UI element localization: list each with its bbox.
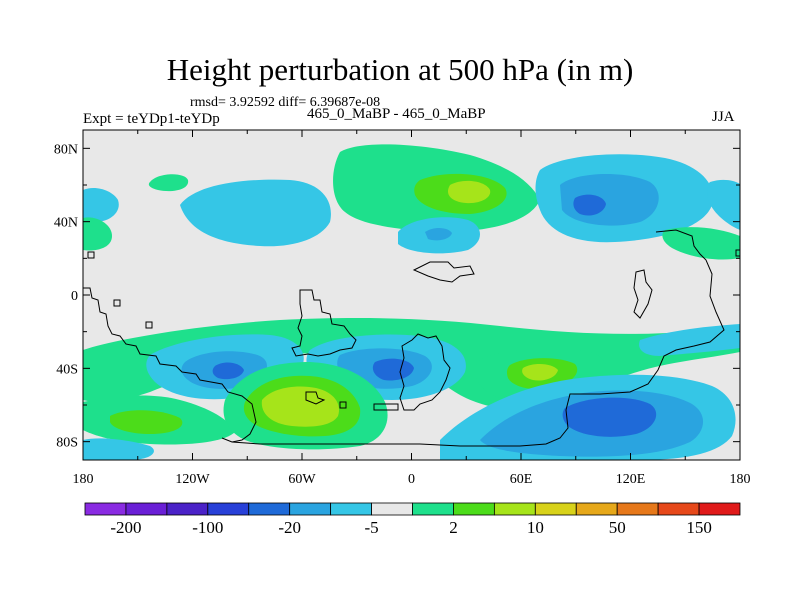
land-outline-island-7 (735, 249, 740, 257)
plot-title: Height perturbation at 500 hPa (in m) (166, 52, 634, 87)
land-outline-island-5 (373, 403, 399, 411)
contour-nw-green (148, 174, 189, 192)
colorbar-swatch (371, 502, 413, 516)
colorbar-swatch (207, 502, 250, 516)
colorbar-label: 2 (449, 518, 458, 537)
colorbar-swatch (453, 502, 495, 516)
lat-tick-label: 80N (54, 142, 78, 157)
colorbar-swatch (698, 502, 741, 516)
land-outline-island-1 (145, 321, 153, 329)
contour-sw-edge-light (83, 438, 154, 460)
lon-tick-label: 120W (175, 472, 210, 487)
contour-s-right-blue-edge (639, 324, 740, 356)
land-outline-island-3 (339, 401, 347, 409)
contour-far-west-blue (83, 188, 119, 222)
colorbar-label: 50 (609, 518, 626, 537)
experiment-label: Expt = teYDp1-teYDp (83, 111, 220, 127)
lon-tick-label: 180 (73, 472, 94, 487)
lat-tick-label: 40S (56, 362, 78, 377)
contour-s-green-left-inner (110, 410, 183, 434)
land-outline-island-2 (113, 299, 121, 307)
axis-ticks (82, 130, 741, 460)
land-outline-island-6 (87, 251, 95, 259)
land-outline-east (221, 229, 725, 447)
colorbar-label: -200 (110, 518, 141, 537)
lon-tick-label: 60E (510, 472, 533, 487)
land-outline-americas (291, 289, 357, 357)
colorbar-label: 150 (686, 518, 712, 537)
colorbar-swatch (84, 502, 127, 516)
contour-north-yellow (447, 180, 491, 204)
lat-tick-label: 0 (71, 289, 78, 304)
contour-se-blue-core (562, 397, 657, 437)
colorbar-swatch (412, 502, 454, 516)
contour-ne-blue-core (573, 194, 606, 216)
land-outline-pacific-east (633, 269, 653, 319)
colorbar-swatch (248, 502, 291, 516)
contour-sw-blue-core (212, 362, 244, 380)
colorbar-label: -20 (278, 518, 301, 537)
land-outline-eurasia (412, 261, 475, 283)
contour-far-west-green (83, 217, 112, 251)
colorbar-label: -100 (192, 518, 223, 537)
lon-tick-label: 60W (288, 472, 316, 487)
colorbar-swatch (534, 502, 577, 516)
stats-line: rmsd= 3.92592 diff= 6.39687e-08 (190, 95, 381, 110)
land-outline-west (83, 287, 257, 443)
lat-tick-label: 40N (54, 216, 78, 231)
contour-ne-edge-blue (707, 179, 740, 230)
colorbar-swatch (330, 502, 372, 516)
colorbar-swatch (575, 502, 618, 516)
longitude-labels: 180 120W 60W 0 60E 120E 180 (73, 472, 751, 487)
lon-tick-label: 0 (408, 472, 415, 487)
lon-tick-label: 120E (616, 472, 646, 487)
colorbar-swatch (289, 502, 332, 516)
run-label: 465_0_MaBP - 465_0_MaBP (307, 106, 486, 122)
colorbar-labels: -200 -100 -20 -5 2 10 50 150 (110, 518, 711, 537)
colorbar-swatch (657, 502, 700, 516)
contour-ne-green-tail (662, 227, 740, 260)
colorbar-swatch (166, 502, 209, 516)
colorbar-swatch (616, 502, 659, 516)
colorbar-label: 10 (527, 518, 544, 537)
latitude-labels: 80N 40N 0 40S 80S (54, 142, 78, 450)
contour-s-yellow-right (522, 364, 558, 381)
colorbar-swatch (493, 502, 536, 516)
contour-mid-blue-core (372, 358, 414, 381)
land-outlines (83, 229, 740, 447)
lat-tick-label: 80S (56, 436, 78, 451)
land-outline-africa (399, 333, 451, 411)
contour-center-blue-inner (425, 227, 452, 241)
land-outline-island-4 (305, 391, 326, 405)
lon-tick-label: 180 (730, 472, 751, 487)
colorbar-swatch (125, 502, 168, 516)
season-label: JJA (712, 109, 735, 125)
colorbar-label: -5 (364, 518, 378, 537)
colorbar (84, 502, 741, 516)
contour-sa-yellow (261, 386, 340, 427)
contour-nw-blue (180, 179, 331, 247)
contour-fields (83, 130, 740, 460)
